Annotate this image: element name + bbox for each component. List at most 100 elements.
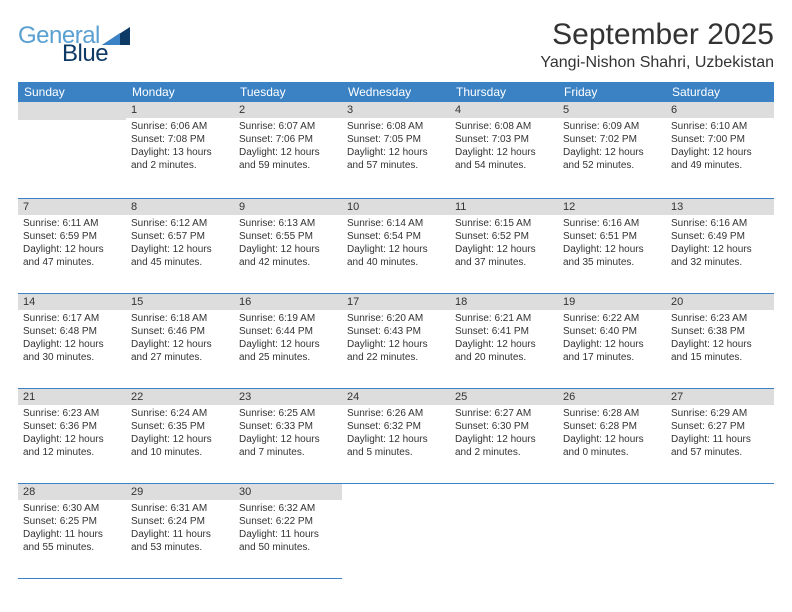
sunset-text: Sunset: 7:00 PM [671, 133, 769, 146]
calendar-cell: 20Sunrise: 6:23 AMSunset: 6:38 PMDayligh… [666, 294, 774, 389]
calendar-cell: 24Sunrise: 6:26 AMSunset: 6:32 PMDayligh… [342, 389, 450, 484]
sunrise-text: Sunrise: 6:12 AM [131, 217, 229, 230]
sunrise-text: Sunrise: 6:11 AM [23, 217, 121, 230]
sunrise-text: Sunrise: 6:07 AM [239, 120, 337, 133]
sunset-text: Sunset: 6:38 PM [671, 325, 769, 338]
sunrise-text: Sunrise: 6:06 AM [131, 120, 229, 133]
sunset-text: Sunset: 6:49 PM [671, 230, 769, 243]
day-number: 10 [342, 199, 450, 215]
sunset-text: Sunset: 6:52 PM [455, 230, 553, 243]
day-details: Sunrise: 6:27 AMSunset: 6:30 PMDaylight:… [450, 405, 558, 483]
sunset-text: Sunset: 6:55 PM [239, 230, 337, 243]
sunset-text: Sunset: 6:25 PM [23, 515, 121, 528]
sunset-text: Sunset: 6:27 PM [671, 420, 769, 433]
sunset-text: Sunset: 6:59 PM [23, 230, 121, 243]
day-number: 21 [18, 389, 126, 405]
day-header: Thursday [450, 82, 558, 102]
calendar-cell: 12Sunrise: 6:16 AMSunset: 6:51 PMDayligh… [558, 199, 666, 294]
calendar-cell [666, 484, 774, 579]
calendar-cell: 28Sunrise: 6:30 AMSunset: 6:25 PMDayligh… [18, 484, 126, 579]
sunset-text: Sunset: 7:03 PM [455, 133, 553, 146]
calendar-cell: 25Sunrise: 6:27 AMSunset: 6:30 PMDayligh… [450, 389, 558, 484]
day-number: 28 [18, 484, 126, 500]
calendar-cell: 4Sunrise: 6:08 AMSunset: 7:03 PMDaylight… [450, 102, 558, 199]
day-details: Sunrise: 6:23 AMSunset: 6:38 PMDaylight:… [666, 310, 774, 388]
day-number: 11 [450, 199, 558, 215]
day-details: Sunrise: 6:11 AMSunset: 6:59 PMDaylight:… [18, 215, 126, 293]
calendar-cell: 14Sunrise: 6:17 AMSunset: 6:48 PMDayligh… [18, 294, 126, 389]
day-details: Sunrise: 6:10 AMSunset: 7:00 PMDaylight:… [666, 118, 774, 196]
daylight-text: Daylight: 12 hours and 5 minutes. [347, 433, 445, 459]
sunrise-text: Sunrise: 6:16 AM [563, 217, 661, 230]
sunset-text: Sunset: 7:08 PM [131, 133, 229, 146]
brand-logo: General Blue [18, 18, 130, 66]
sunrise-text: Sunrise: 6:28 AM [563, 407, 661, 420]
sunset-text: Sunset: 6:48 PM [23, 325, 121, 338]
calendar-cell [558, 484, 666, 579]
day-details: Sunrise: 6:29 AMSunset: 6:27 PMDaylight:… [666, 405, 774, 483]
daylight-text: Daylight: 12 hours and 40 minutes. [347, 243, 445, 269]
day-details: Sunrise: 6:22 AMSunset: 6:40 PMDaylight:… [558, 310, 666, 388]
day-number: 26 [558, 389, 666, 405]
title-block: September 2025 Yangi-Nishon Shahri, Uzbe… [540, 18, 774, 72]
sunset-text: Sunset: 7:06 PM [239, 133, 337, 146]
sunrise-text: Sunrise: 6:08 AM [347, 120, 445, 133]
daylight-text: Daylight: 12 hours and 22 minutes. [347, 338, 445, 364]
calendar-cell [18, 102, 126, 199]
calendar-cell: 29Sunrise: 6:31 AMSunset: 6:24 PMDayligh… [126, 484, 234, 579]
calendar-cell: 11Sunrise: 6:15 AMSunset: 6:52 PMDayligh… [450, 199, 558, 294]
day-number: 1 [126, 102, 234, 118]
day-details: Sunrise: 6:30 AMSunset: 6:25 PMDaylight:… [18, 500, 126, 578]
day-number: 12 [558, 199, 666, 215]
day-header-row: Sunday Monday Tuesday Wednesday Thursday… [18, 82, 774, 102]
sunrise-text: Sunrise: 6:23 AM [671, 312, 769, 325]
day-details: Sunrise: 6:13 AMSunset: 6:55 PMDaylight:… [234, 215, 342, 293]
day-number: 14 [18, 294, 126, 310]
day-details: Sunrise: 6:21 AMSunset: 6:41 PMDaylight:… [450, 310, 558, 388]
calendar-cell: 16Sunrise: 6:19 AMSunset: 6:44 PMDayligh… [234, 294, 342, 389]
daylight-text: Daylight: 12 hours and 49 minutes. [671, 146, 769, 172]
sunrise-text: Sunrise: 6:15 AM [455, 217, 553, 230]
day-details: Sunrise: 6:08 AMSunset: 7:03 PMDaylight:… [450, 118, 558, 196]
day-details: Sunrise: 6:19 AMSunset: 6:44 PMDaylight:… [234, 310, 342, 388]
day-details: Sunrise: 6:07 AMSunset: 7:06 PMDaylight:… [234, 118, 342, 196]
day-number: 13 [666, 199, 774, 215]
day-header: Tuesday [234, 82, 342, 102]
daylight-text: Daylight: 11 hours and 57 minutes. [671, 433, 769, 459]
calendar-cell: 6Sunrise: 6:10 AMSunset: 7:00 PMDaylight… [666, 102, 774, 199]
calendar-cell: 9Sunrise: 6:13 AMSunset: 6:55 PMDaylight… [234, 199, 342, 294]
sunset-text: Sunset: 6:44 PM [239, 325, 337, 338]
sunset-text: Sunset: 6:36 PM [23, 420, 121, 433]
day-number: 15 [126, 294, 234, 310]
sunset-text: Sunset: 6:40 PM [563, 325, 661, 338]
daylight-text: Daylight: 12 hours and 54 minutes. [455, 146, 553, 172]
sunset-text: Sunset: 6:24 PM [131, 515, 229, 528]
day-number: 9 [234, 199, 342, 215]
sunrise-text: Sunrise: 6:19 AM [239, 312, 337, 325]
daylight-text: Daylight: 12 hours and 12 minutes. [23, 433, 121, 459]
daylight-text: Daylight: 12 hours and 57 minutes. [347, 146, 445, 172]
day-details: Sunrise: 6:23 AMSunset: 6:36 PMDaylight:… [18, 405, 126, 483]
day-number: 22 [126, 389, 234, 405]
day-number: 5 [558, 102, 666, 118]
day-header: Wednesday [342, 82, 450, 102]
daylight-text: Daylight: 12 hours and 59 minutes. [239, 146, 337, 172]
sunrise-text: Sunrise: 6:17 AM [23, 312, 121, 325]
sunset-text: Sunset: 6:22 PM [239, 515, 337, 528]
daylight-text: Daylight: 12 hours and 0 minutes. [563, 433, 661, 459]
day-details: Sunrise: 6:06 AMSunset: 7:08 PMDaylight:… [126, 118, 234, 196]
day-header: Monday [126, 82, 234, 102]
calendar-cell: 10Sunrise: 6:14 AMSunset: 6:54 PMDayligh… [342, 199, 450, 294]
day-details: Sunrise: 6:15 AMSunset: 6:52 PMDaylight:… [450, 215, 558, 293]
day-number: 18 [450, 294, 558, 310]
calendar-cell: 7Sunrise: 6:11 AMSunset: 6:59 PMDaylight… [18, 199, 126, 294]
sunrise-text: Sunrise: 6:30 AM [23, 502, 121, 515]
sunrise-text: Sunrise: 6:13 AM [239, 217, 337, 230]
calendar-cell: 27Sunrise: 6:29 AMSunset: 6:27 PMDayligh… [666, 389, 774, 484]
day-details: Sunrise: 6:20 AMSunset: 6:43 PMDaylight:… [342, 310, 450, 388]
day-header: Friday [558, 82, 666, 102]
sunrise-text: Sunrise: 6:31 AM [131, 502, 229, 515]
day-number: 2 [234, 102, 342, 118]
calendar-cell: 21Sunrise: 6:23 AMSunset: 6:36 PMDayligh… [18, 389, 126, 484]
calendar-cell [450, 484, 558, 579]
